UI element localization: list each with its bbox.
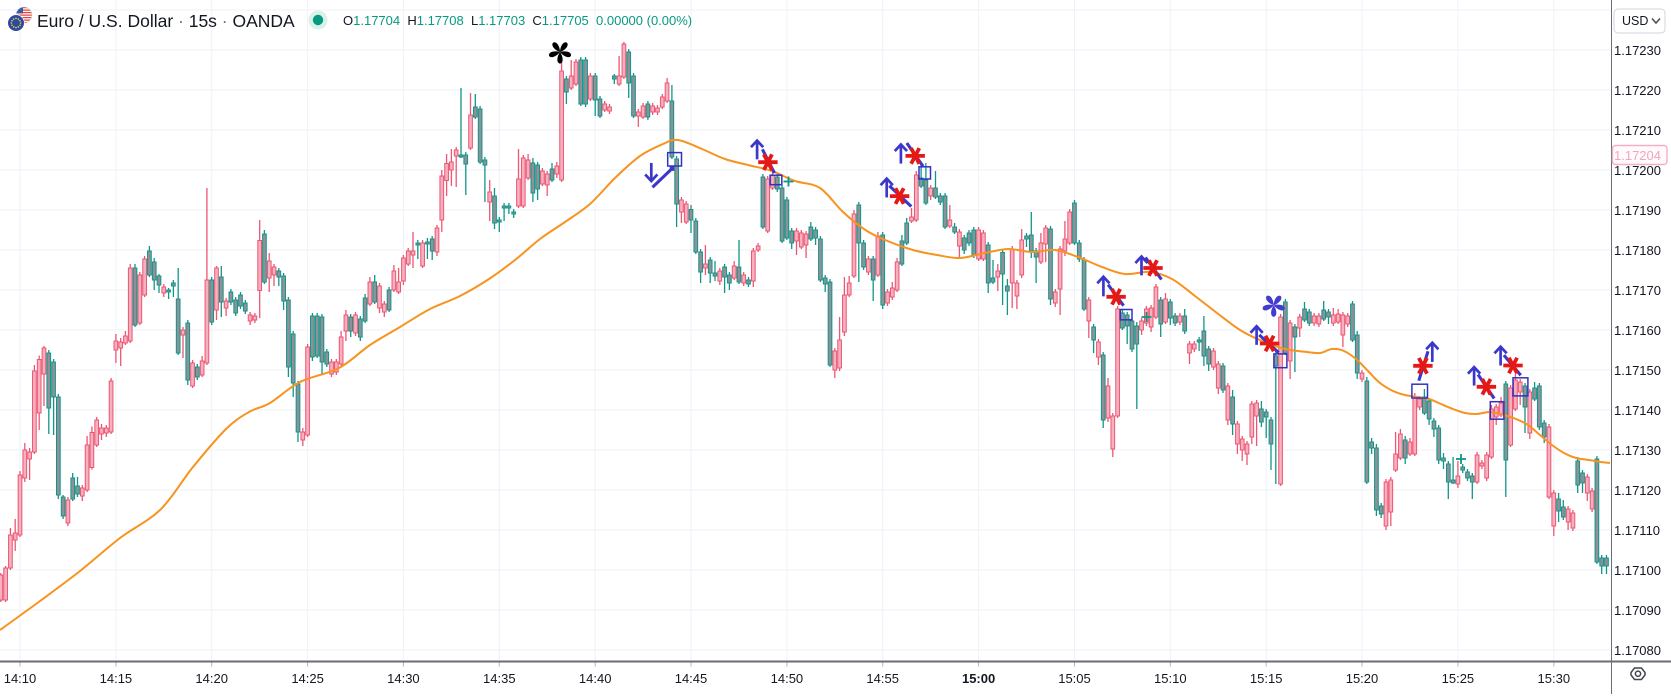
svg-text:14:10: 14:10 <box>4 671 37 686</box>
svg-text:Euro / U.S. Dollar · 15s · OAN: Euro / U.S. Dollar · 15s · OANDA <box>37 11 295 31</box>
svg-text:15:25: 15:25 <box>1442 671 1475 686</box>
svg-text:14:40: 14:40 <box>579 671 612 686</box>
svg-text:1.17190: 1.17190 <box>1614 203 1661 218</box>
svg-text:14:50: 14:50 <box>771 671 804 686</box>
svg-text:14:25: 14:25 <box>291 671 324 686</box>
svg-text:1.17160: 1.17160 <box>1614 323 1661 338</box>
svg-text:1.17210: 1.17210 <box>1614 123 1661 138</box>
svg-text:1.17230: 1.17230 <box>1614 43 1661 58</box>
svg-text:14:15: 14:15 <box>100 671 133 686</box>
svg-text:1.17204: 1.17204 <box>1614 148 1661 163</box>
svg-text:14:55: 14:55 <box>866 671 899 686</box>
svg-text:15:05: 15:05 <box>1058 671 1091 686</box>
svg-text:1.17180: 1.17180 <box>1614 243 1661 258</box>
svg-text:1.17100: 1.17100 <box>1614 563 1661 578</box>
svg-text:1.17080: 1.17080 <box>1614 643 1661 658</box>
svg-text:14:45: 14:45 <box>675 671 708 686</box>
svg-text:15:10: 15:10 <box>1154 671 1187 686</box>
svg-text:1.17140: 1.17140 <box>1614 403 1661 418</box>
svg-text:1.17200: 1.17200 <box>1614 163 1661 178</box>
svg-text:1.17090: 1.17090 <box>1614 603 1661 618</box>
svg-text:14:35: 14:35 <box>483 671 516 686</box>
svg-text:15:00: 15:00 <box>962 671 995 686</box>
svg-text:15:30: 15:30 <box>1538 671 1571 686</box>
svg-text:1.17110: 1.17110 <box>1614 523 1660 538</box>
svg-text:15:15: 15:15 <box>1250 671 1283 686</box>
svg-text:1.17220: 1.17220 <box>1614 83 1661 98</box>
svg-text:1.17150: 1.17150 <box>1614 363 1661 378</box>
svg-text:1.17130: 1.17130 <box>1614 443 1661 458</box>
svg-text:14:30: 14:30 <box>387 671 420 686</box>
svg-text:1.17170: 1.17170 <box>1614 283 1661 298</box>
svg-text:O1.17704 H1.17708 L1.17703: O1.17704 H1.17708 L1.17703 C1.17705 0.00… <box>343 13 692 28</box>
svg-text:15:20: 15:20 <box>1346 671 1379 686</box>
svg-text:USD: USD <box>1622 14 1648 28</box>
svg-text:14:20: 14:20 <box>195 671 228 686</box>
svg-text:1.17120: 1.17120 <box>1614 483 1661 498</box>
